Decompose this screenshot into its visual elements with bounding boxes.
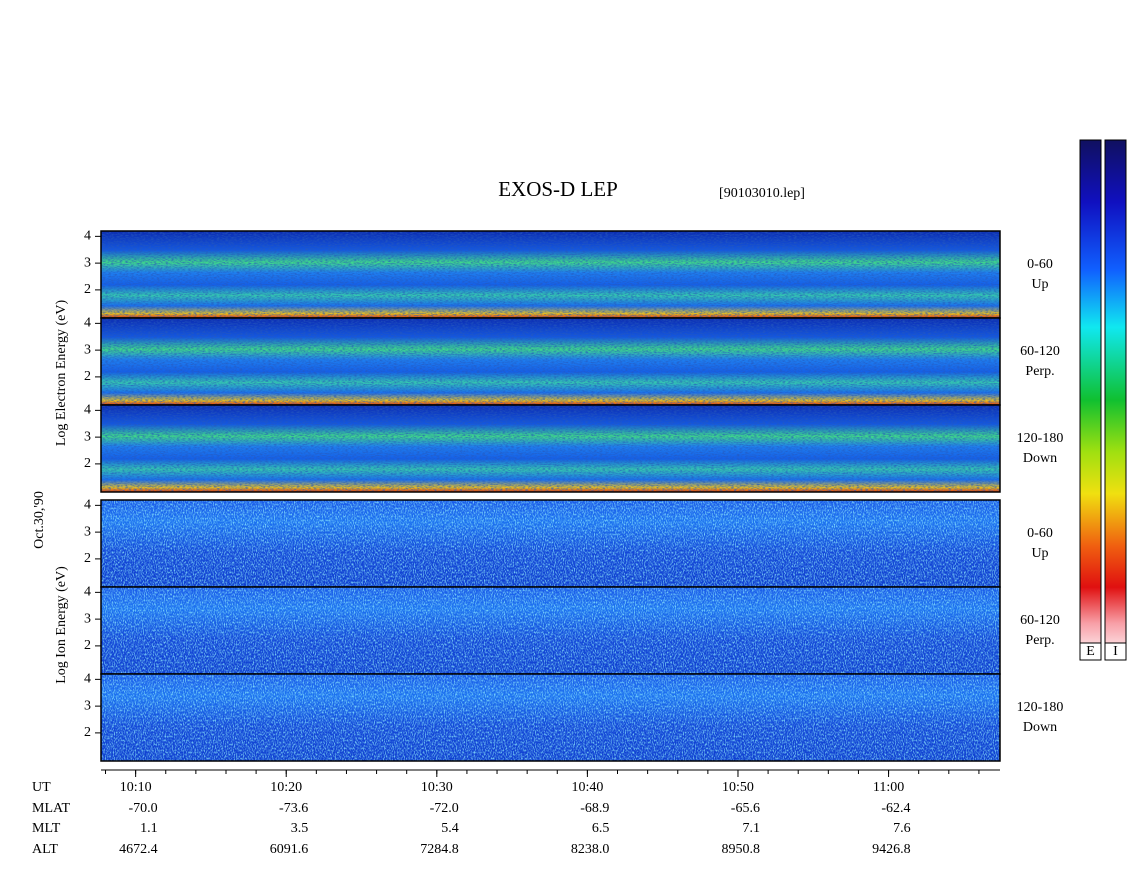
- spectrogram-noise: [101, 405, 1000, 492]
- colorbar-box: [1104, 642, 1127, 661]
- row-value: 6.5: [592, 821, 610, 836]
- color-bar: [1079, 139, 1102, 661]
- y-tick-label: 2: [84, 456, 91, 471]
- row-name: UT: [32, 780, 51, 795]
- spectrogram-noise: [101, 587, 1000, 674]
- panel-direction: Down: [1023, 720, 1057, 735]
- spectrogram-noise: [101, 674, 1000, 761]
- row-value: 7.1: [742, 821, 760, 836]
- colorbar-label: E: [1086, 644, 1095, 659]
- row-value: 9426.8: [872, 842, 911, 857]
- row-value: -65.6: [731, 801, 760, 816]
- y-tick-label: 4: [84, 498, 91, 513]
- panel-range: 120-180: [1017, 700, 1064, 715]
- panel-frame: [100, 673, 1001, 762]
- electron-axis-label: Log Electron Energy (eV): [54, 300, 69, 447]
- y-tick-label: 4: [84, 316, 91, 331]
- panel-direction: Up: [1031, 277, 1048, 292]
- x-tick-label: 10:50: [722, 780, 754, 795]
- y-tick-label: 4: [84, 672, 91, 687]
- panel-range: 120-180: [1017, 431, 1064, 446]
- row-value: -62.4: [881, 801, 910, 816]
- row-value: -68.9: [580, 801, 609, 816]
- y-tick-label: 4: [84, 403, 91, 418]
- panel-range: 0-60: [1027, 526, 1053, 541]
- row-value: -70.0: [128, 801, 157, 816]
- row-value: 1.1: [140, 821, 158, 836]
- y-tick-label: 4: [84, 229, 91, 244]
- y-tick-label: 2: [84, 551, 91, 566]
- colorbar-box: [1079, 642, 1102, 661]
- date: Oct.30,'90: [32, 491, 47, 549]
- colorbar-label: I: [1113, 644, 1118, 659]
- panel-range: 60-120: [1020, 344, 1060, 359]
- row-value: 4672.4: [119, 842, 158, 857]
- x-tick-label: 10:40: [571, 780, 603, 795]
- row-name: ALT: [32, 842, 58, 857]
- title: EXOS-D LEP: [498, 177, 618, 201]
- panel-range: 60-120: [1020, 613, 1060, 628]
- panel-direction: Perp.: [1025, 364, 1054, 379]
- y-tick-label: 2: [84, 725, 91, 740]
- file-name: [90103010.lep]: [719, 186, 805, 201]
- y-tick-label: 3: [84, 342, 91, 357]
- x-tick-label: 11:00: [873, 780, 904, 795]
- row-value: -73.6: [279, 801, 308, 816]
- y-tick-label: 2: [84, 282, 91, 297]
- panel-frame: [100, 404, 1001, 493]
- row-value: 7284.8: [420, 842, 459, 857]
- row-value: 8950.8: [721, 842, 760, 857]
- y-tick-label: 4: [84, 585, 91, 600]
- row-value: 7.6: [893, 821, 911, 836]
- y-tick-label: 2: [84, 638, 91, 653]
- row-name: MLAT: [32, 801, 71, 816]
- x-tick-label: 10:30: [421, 780, 453, 795]
- row-value: 3.5: [291, 821, 309, 836]
- row-value: 8238.0: [571, 842, 610, 857]
- y-tick-label: 2: [84, 369, 91, 384]
- ion-axis-label: Log Ion Energy (eV): [54, 566, 69, 684]
- panel-direction: Down: [1023, 451, 1057, 466]
- y-tick-label: 3: [84, 611, 91, 626]
- y-tick-label: 3: [84, 429, 91, 444]
- y-tick-label: 3: [84, 524, 91, 539]
- spectrogram-noise: [101, 318, 1000, 405]
- panel-range: 0-60: [1027, 257, 1053, 272]
- spectrogram-noise: [101, 500, 1000, 587]
- row-value: -72.0: [430, 801, 459, 816]
- panel-direction: Up: [1031, 546, 1048, 561]
- x-tick-label: 10:10: [120, 780, 152, 795]
- spectrogram-noise: [101, 231, 1000, 318]
- color-bar: [1104, 139, 1127, 661]
- row-value: 6091.6: [270, 842, 309, 857]
- row-value: 5.4: [441, 821, 459, 836]
- y-tick-label: 3: [84, 255, 91, 270]
- x-tick-label: 10:20: [270, 780, 302, 795]
- panel-direction: Perp.: [1025, 633, 1054, 648]
- row-name: MLT: [32, 821, 61, 836]
- y-tick-label: 3: [84, 698, 91, 713]
